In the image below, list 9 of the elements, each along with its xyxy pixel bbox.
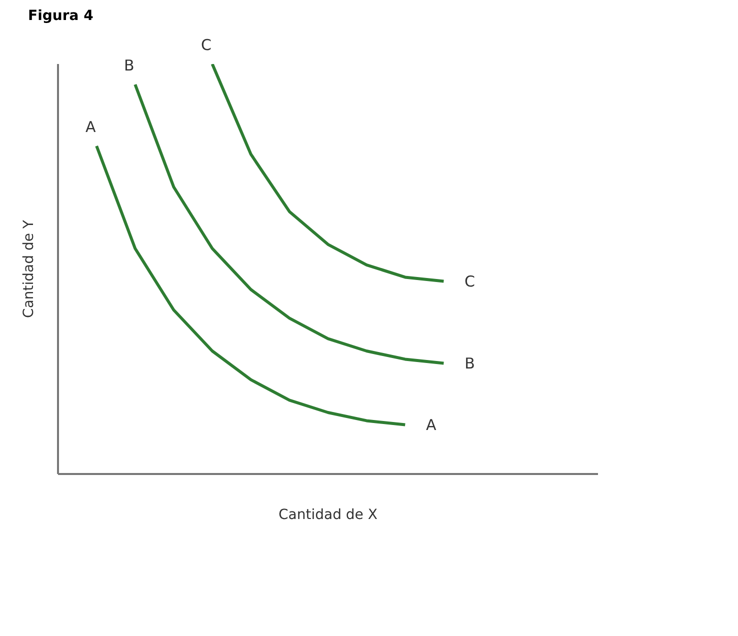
text: A	[426, 416, 436, 434]
series-label: A	[85, 118, 96, 136]
text: C	[464, 272, 475, 290]
y-axis-title: Cantidad de Y	[20, 220, 37, 318]
x-axis-title: Cantidad de X	[278, 507, 378, 523]
series-label: B	[124, 56, 134, 74]
chart-title: Figura 4	[28, 8, 94, 24]
text: B	[464, 354, 475, 372]
series-label: C	[201, 36, 212, 54]
